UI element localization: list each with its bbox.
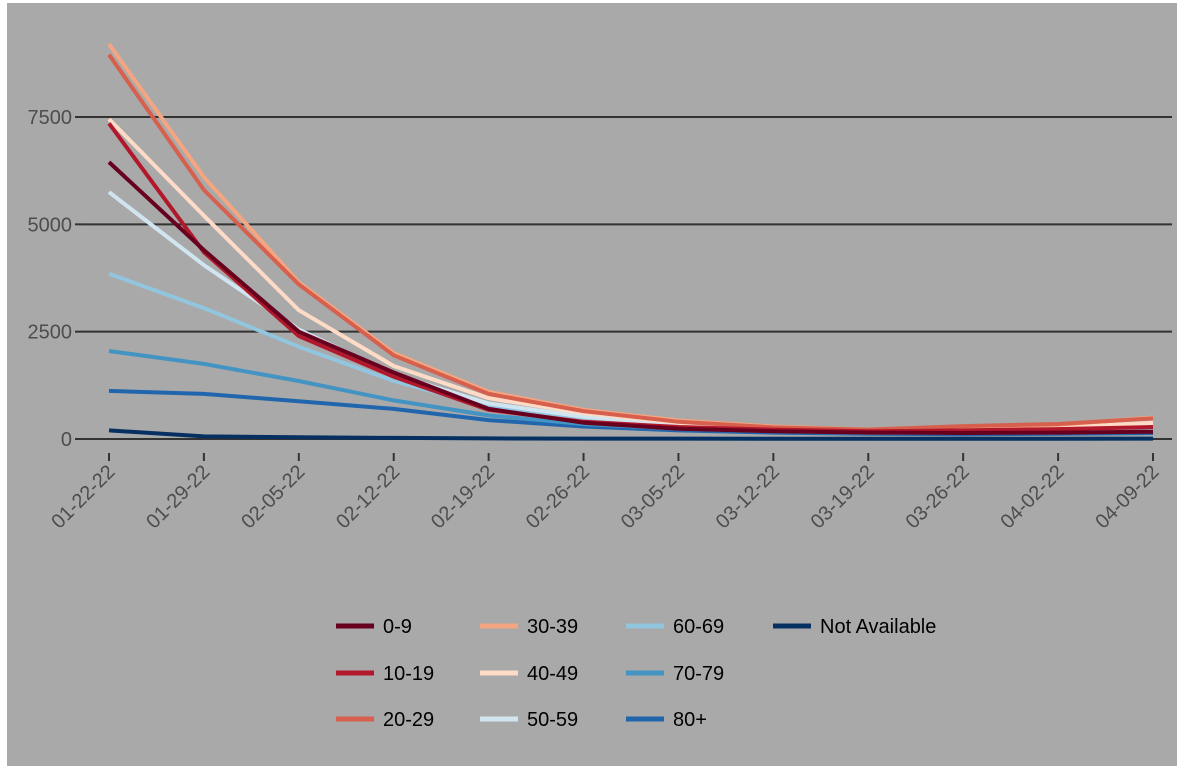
legend-item-50-59: 50-59 [480, 709, 578, 731]
legend-item-70-79: 70-79 [626, 663, 724, 685]
y-tick-label: 5000 [28, 214, 73, 236]
series-line-not-available [108, 428, 1154, 441]
legend-label: 20-29 [383, 709, 434, 731]
legend-label: 50-59 [527, 709, 578, 731]
series-lines [107, 42, 1154, 441]
series-line-0-9 [107, 160, 1154, 435]
legend-label: 60-69 [673, 616, 724, 638]
legend-label: 0-9 [383, 616, 412, 638]
series-line-20-29 [107, 53, 1154, 432]
legend-item-40-49: 40-49 [480, 663, 578, 685]
legend-item-not-available: Not Available [773, 616, 936, 638]
legend-item-0-9: 0-9 [336, 616, 412, 638]
y-tick-label: 7500 [28, 107, 73, 129]
legend: 0-9 10-19 20-29 30-39 40-49 50-59 60-69 70-79 80… [336, 616, 936, 731]
legend-item-30-39: 30-39 [480, 616, 578, 638]
legend-label: 30-39 [527, 616, 578, 638]
legend-label: Not Available [820, 616, 936, 638]
legend-item-80-: 80+ [626, 709, 707, 731]
legend-label: 40-49 [527, 663, 578, 685]
legend-item-10-19: 10-19 [336, 663, 434, 685]
legend-item-20-29: 20-29 [336, 709, 434, 731]
y-tick-label: 2500 [28, 322, 73, 344]
legend-item-60-69: 60-69 [626, 616, 724, 638]
legend-label: 70-79 [673, 663, 724, 685]
y-tick-label: 0 [61, 429, 72, 451]
chart-background [7, 3, 1177, 766]
legend-label: 10-19 [383, 663, 434, 685]
legend-label: 80+ [673, 709, 707, 731]
